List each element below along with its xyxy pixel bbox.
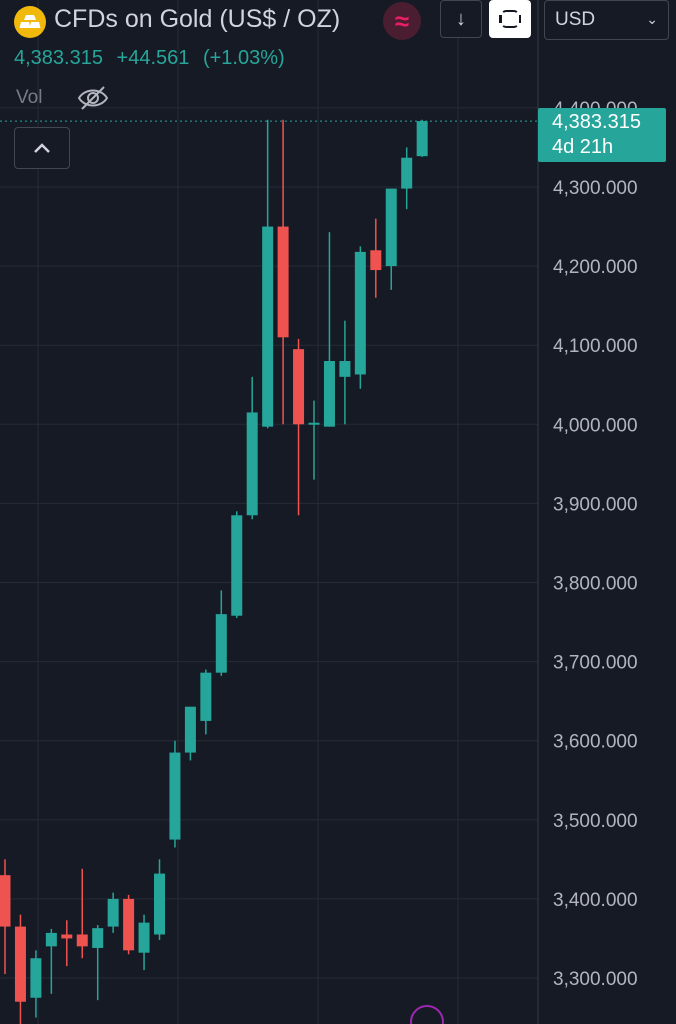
candle [30,950,42,1018]
chart-grid [0,0,538,1024]
approximately-icon[interactable]: ≈ [383,2,421,40]
candle [45,928,57,994]
candle-body [61,934,73,939]
candle-body [339,361,351,377]
candle-body [416,121,428,157]
candle [339,320,351,425]
chevron-down-icon: ⌄ [646,11,658,27]
candle-body [14,926,26,1002]
chevron-up-icon [34,143,50,153]
candle [0,859,11,975]
candle [138,914,150,971]
candle-body [277,226,289,338]
candle [92,925,104,1001]
candle-body [107,898,119,927]
candle-body [370,250,382,271]
last-price: 4,383.315 [14,47,103,69]
candle-body [401,157,413,189]
candle [61,920,73,967]
price-tick-label: 3,400.000 [553,890,638,911]
price-change: +44.561 [116,47,190,69]
price-tick-label: 3,300.000 [553,969,638,990]
candle [154,859,165,941]
badge-countdown: 4d 21h [552,136,614,158]
currency-value: USD [555,9,596,30]
candle-body [246,412,258,516]
price-change-percent: (+1.03%) [202,47,285,69]
candle-body [92,928,104,948]
candle [370,218,382,298]
price-axis[interactable]: 3,300.000 3,400.000 3,500.000 3,600.000 3,70… [553,99,638,990]
candle [293,338,305,516]
price-tick-label: 4,300.000 [553,178,638,199]
price-tick-label: 3,700.000 [553,653,638,674]
candle [416,119,428,157]
badge-price: 4,383.315 [552,111,641,133]
candle [401,147,413,210]
volume-indicator: Vol [16,84,109,112]
candle [231,511,243,619]
candle-body [0,875,11,927]
candles [0,119,428,1024]
price-tick-label: 4,200.000 [553,257,638,278]
candle-body [138,922,150,953]
price-tick-label: 3,500.000 [553,811,638,832]
header: CFDs on Gold (US$ / OZ) ≈ ↓ USD ⌄ [0,0,676,44]
candle [123,894,135,955]
candle [76,868,88,959]
candle-body [385,188,397,267]
eye-slash-icon[interactable] [76,84,110,112]
currency-select[interactable]: USD ⌄ [544,0,669,40]
gold-bars-icon [14,6,46,38]
candle-body [184,706,196,753]
candle [200,669,212,735]
candle [354,246,366,389]
candle-body [123,898,135,951]
candle [246,376,258,520]
candle [107,892,119,933]
candle [14,914,26,1024]
candle-body [169,752,181,840]
candle-body [154,873,165,935]
candle [323,232,335,427]
candle-body [215,614,227,673]
price-tick-label: 4,100.000 [553,336,638,357]
candle-body [200,672,212,721]
candle [215,590,227,676]
price-tick-label: 4,000.000 [553,415,638,436]
candle [169,740,181,848]
volume-label: Vol [16,87,43,108]
candle-body [323,361,335,427]
price-tick-label: 3,900.000 [553,494,638,515]
price-tick-label: 3,600.000 [553,732,638,753]
candle-body [308,422,320,425]
symbol-title[interactable]: CFDs on Gold (US$ / OZ) [54,5,341,33]
arrow-down-icon[interactable]: ↓ [440,0,482,38]
candle-body [354,251,366,375]
candle-body [293,349,305,425]
collapse-button[interactable] [14,127,70,169]
candle [184,706,196,761]
candle-body [45,932,57,947]
candle [308,400,320,480]
candle-body [76,934,88,947]
fullscreen-icon[interactable] [489,0,531,38]
price-tick-label: 3,800.000 [553,574,638,595]
candle-body [30,958,42,998]
candle [262,119,274,429]
candle [277,119,289,425]
candle-body [262,226,274,427]
candle-body [231,515,243,616]
candle [385,188,397,290]
quote-line: 4,383.315 +44.561 (+1.03%) [14,47,293,70]
last-price-badge: 4,383.315 4d 21h [538,108,666,162]
